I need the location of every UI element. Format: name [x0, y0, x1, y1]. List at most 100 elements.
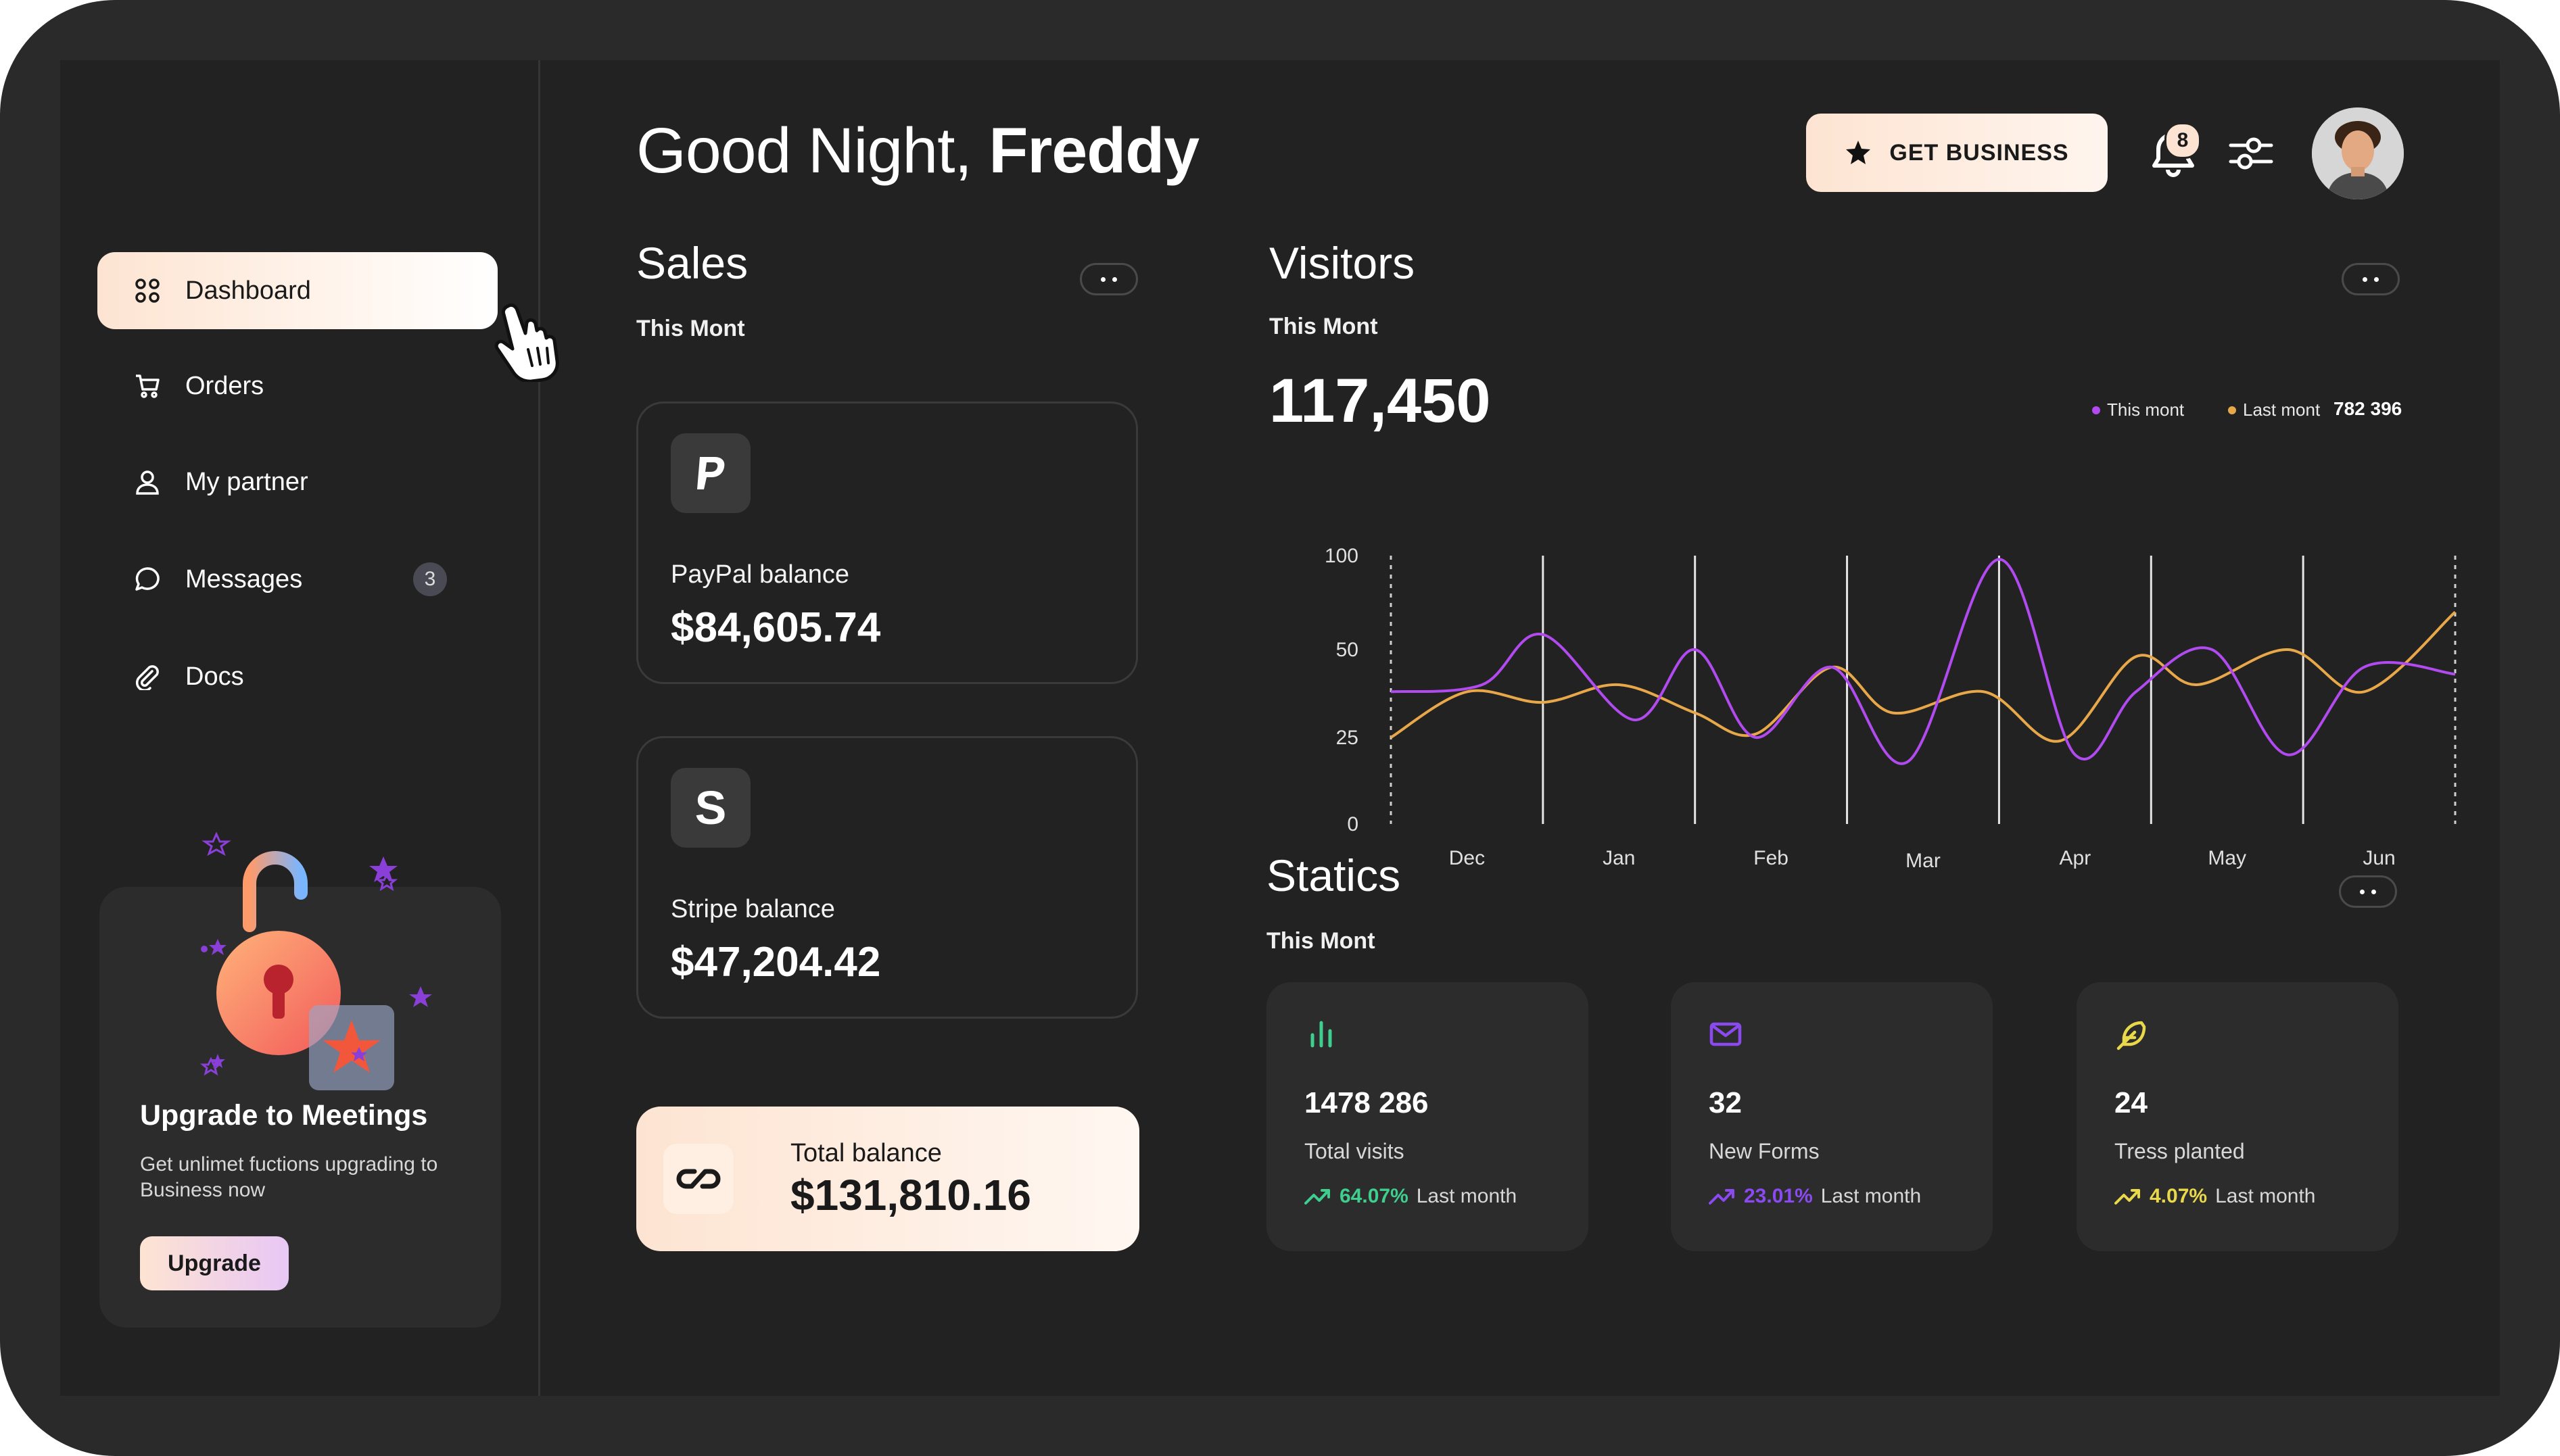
user-icon — [133, 467, 162, 497]
stat-period: Last month — [2215, 1185, 2316, 1207]
sales-title: Sales — [636, 238, 749, 288]
series-line-last-mont — [1390, 610, 2457, 743]
stat-label: New Forms — [1709, 1139, 1820, 1163]
sales-subtitle: This Mont — [636, 316, 745, 341]
stat-period: Last month — [1820, 1185, 1922, 1207]
sidebar-item-label: Dashboard — [185, 276, 311, 305]
app-screen: Dashboard Orders My partner Messages 3 — [60, 60, 2500, 1396]
feather-icon — [2116, 1021, 2146, 1050]
x-tick-label: Jun — [2363, 847, 2395, 869]
unlock-illustration — [199, 831, 432, 1090]
sidebar-item-docs[interactable]: Docs — [97, 638, 498, 715]
promo-description: Get unlimet fuctions upgrading to Busine… — [140, 1153, 438, 1201]
sidebar-item-label: My partner — [185, 467, 308, 496]
bar-chart-icon — [1310, 1021, 1332, 1048]
legend-this-month: This mont — [2092, 399, 2184, 420]
sidebar-item-my-partner[interactable]: My partner — [97, 443, 498, 520]
stat-card-trees[interactable]: 24 Tress planted 4.07% Last month — [2077, 982, 2398, 1251]
paypal-balance-label: PayPal balance — [671, 560, 850, 589]
avatar-photo — [2312, 107, 2404, 199]
sidebar-item-orders[interactable]: Orders — [97, 347, 498, 424]
stat-value: 1478 286 — [1304, 1086, 1429, 1119]
total-balance-amount: $131,810.16 — [790, 1171, 1031, 1219]
user-name: Freddy — [989, 115, 1200, 187]
star-icon — [1846, 141, 1871, 164]
paypal-logo-icon — [671, 433, 751, 513]
sidebar-item-messages[interactable]: Messages 3 — [97, 541, 498, 618]
x-tick-label: Jan — [1603, 847, 1635, 869]
stripe-balance-amount: $47,204.42 — [671, 939, 881, 986]
stat-label: Tress planted — [2114, 1139, 2245, 1163]
sidebar-item-dashboard[interactable]: Dashboard — [97, 252, 498, 329]
x-tick-label: Apr — [2060, 847, 2091, 869]
legend-last-month: Last mont — [2228, 399, 2320, 420]
legend-dot — [2228, 406, 2236, 414]
filter-sliders-icon[interactable] — [2224, 126, 2278, 180]
stat-card-visits[interactable]: 1478 286 Total visits 64.07% Last month — [1266, 982, 1588, 1251]
avatar[interactable] — [2312, 107, 2404, 199]
get-business-button[interactable]: GET BUSINESS — [1806, 114, 2108, 192]
statics-subtitle: This Mont — [1266, 928, 1375, 954]
visitors-line-chart: 100 50 25 0 Dec Jan Feb Mar Apr May Jun — [1325, 545, 2457, 872]
stat-percent: 23.01% — [1744, 1185, 1813, 1207]
legend-total: 782 396 — [2333, 398, 2402, 419]
stat-period: Last month — [1416, 1185, 1517, 1207]
get-business-label: GET BUSINESS — [1889, 139, 2069, 166]
sidebar-item-label: Orders — [185, 371, 264, 400]
notification-badge: 8 — [2164, 122, 2201, 159]
visitors-subtitle: This Mont — [1269, 314, 1378, 339]
x-tick-label: Dec — [1449, 847, 1485, 869]
legend-label: Last mont — [2243, 399, 2321, 420]
stat-value: 24 — [2114, 1086, 2148, 1119]
messages-count-badge: 3 — [413, 562, 447, 596]
stat-trend: 64.07% Last month — [1304, 1185, 1517, 1208]
statics-more-button[interactable] — [2339, 875, 2397, 908]
upgrade-button[interactable]: Upgrade — [140, 1236, 289, 1290]
cart-icon — [133, 371, 162, 401]
trend-up-icon — [1304, 1189, 1330, 1205]
stripe-balance-card[interactable]: S Stripe balance $47,204.42 — [636, 736, 1138, 1019]
mail-icon — [1709, 1022, 1742, 1046]
x-tick-label: Feb — [1753, 847, 1788, 869]
hand-cursor-icon — [494, 303, 559, 382]
visitors-total: 117,450 — [1269, 366, 1491, 435]
legend-label: This mont — [2107, 399, 2185, 420]
stripe-logo-icon: S — [671, 768, 751, 848]
link-icon — [663, 1144, 734, 1214]
total-balance-card[interactable]: Total balance $131,810.16 — [636, 1107, 1139, 1251]
y-tick-label: 100 — [1325, 545, 1358, 567]
promo-title: Upgrade to Meetings — [140, 1099, 428, 1132]
y-tick-label: 50 — [1336, 639, 1358, 661]
trend-up-icon — [1709, 1189, 1734, 1205]
statics-title: Statics — [1266, 850, 1401, 900]
x-tick-label: Mar — [1905, 850, 1941, 872]
stat-label: Total visits — [1304, 1139, 1404, 1163]
greeting-text: Good Night, — [636, 115, 989, 187]
sales-more-button[interactable] — [1080, 263, 1138, 295]
legend-dot — [2092, 406, 2100, 414]
sidebar-item-label: Messages — [185, 564, 303, 593]
chat-icon — [133, 564, 162, 594]
paypal-balance-card[interactable]: PayPal balance $84,605.74 — [636, 402, 1138, 684]
paperclip-icon — [133, 662, 162, 691]
visitors-more-button[interactable] — [2342, 263, 2400, 295]
series-line-this-mont — [1390, 558, 2456, 765]
stat-percent: 64.07% — [1340, 1185, 1408, 1207]
y-tick-label: 0 — [1347, 813, 1358, 835]
x-tick-label: May — [2208, 847, 2246, 869]
sidebar-item-label: Docs — [185, 662, 244, 691]
grid-icon — [133, 276, 162, 306]
y-tick-label: 25 — [1336, 727, 1358, 749]
sidebar: Dashboard Orders My partner Messages 3 — [60, 60, 540, 1396]
stat-card-forms[interactable]: 32 New Forms 23.01% Last month — [1671, 982, 1993, 1251]
visitors-title: Visitors — [1269, 238, 1415, 288]
stat-percent: 4.07% — [2150, 1185, 2208, 1207]
page-title: Good Night, Freddy — [636, 114, 1200, 188]
stat-trend: 4.07% Last month — [2114, 1185, 2316, 1208]
total-balance-label: Total balance — [790, 1139, 942, 1167]
stat-value: 32 — [1709, 1086, 1742, 1119]
stripe-balance-label: Stripe balance — [671, 895, 835, 923]
stat-trend: 23.01% Last month — [1709, 1185, 1921, 1208]
paypal-balance-amount: $84,605.74 — [671, 604, 881, 651]
trend-up-icon — [2114, 1189, 2140, 1205]
